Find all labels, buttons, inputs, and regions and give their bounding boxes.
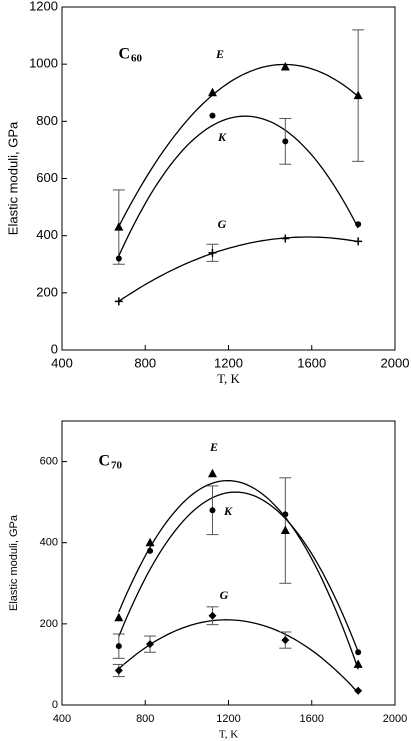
point [209, 112, 216, 119]
point [209, 507, 216, 514]
y-axis-label: Elastic moduli, GPa [8, 514, 20, 611]
fit-curve [118, 619, 359, 694]
point [355, 649, 362, 656]
fit-curve [118, 115, 359, 257]
y-axis-label: Elastic moduli, GPa [5, 121, 20, 235]
point [114, 666, 123, 675]
series-label: K [223, 504, 233, 518]
point [114, 222, 124, 231]
series-label: G [220, 588, 229, 602]
fit-curve [118, 479, 359, 670]
fit-curve [118, 63, 359, 227]
point [281, 234, 290, 243]
point [282, 138, 289, 145]
x-tick-label: 400 [53, 713, 71, 725]
x-tick-label: 2000 [381, 355, 410, 370]
point [207, 87, 217, 97]
point [115, 643, 122, 650]
fit-curve [118, 236, 359, 302]
y-tick-label: 800 [36, 113, 58, 128]
point [282, 511, 289, 518]
y-tick-label: 0 [52, 699, 58, 711]
y-tick-label: 400 [40, 537, 58, 549]
plot-frame [61, 6, 396, 351]
point [114, 297, 123, 306]
point [354, 686, 363, 695]
point [147, 547, 154, 554]
y-tick-label: 600 [40, 455, 58, 467]
x-axis-label: T, K [219, 729, 238, 741]
y-tick-label: 600 [36, 170, 58, 185]
series-label: G [218, 217, 227, 231]
x-tick-label: 400 [51, 355, 73, 370]
x-tick-label: 2000 [383, 713, 407, 725]
chart-title-subscript: 70 [111, 460, 123, 472]
x-tick-label: 800 [136, 713, 154, 725]
point [355, 221, 362, 228]
x-tick-label: 1600 [300, 713, 324, 725]
point [280, 525, 290, 535]
y-tick-label: 1000 [29, 56, 58, 71]
point [207, 468, 217, 478]
x-tick-label: 1200 [216, 713, 240, 725]
y-tick-label: 400 [36, 227, 58, 242]
point [354, 237, 363, 246]
point [208, 248, 217, 257]
point [353, 659, 363, 668]
x-tick-label: 800 [134, 355, 156, 370]
chart-title: C [118, 46, 130, 63]
chart-title: C [98, 453, 110, 470]
point [353, 90, 363, 100]
series-label: K [217, 130, 227, 144]
series-label: E [215, 47, 224, 61]
x-tick-label: 1600 [297, 355, 326, 370]
point [145, 537, 155, 547]
series-label: E [209, 440, 218, 454]
x-tick-label: 1200 [214, 355, 243, 370]
point [146, 640, 155, 649]
chart-title-subscript: 60 [131, 53, 143, 65]
y-tick-label: 200 [40, 618, 58, 630]
point [281, 636, 290, 645]
point [114, 612, 124, 622]
y-tick-label: 200 [36, 284, 58, 299]
point [208, 611, 217, 620]
chart: 0 200 400 600 400 800 1200 1600 2000 T, K Elastic … [8, 420, 407, 741]
point [115, 255, 122, 262]
point [280, 62, 290, 71]
y-tick-label: 1200 [29, 0, 58, 13]
chart: 0 200 400 600 800 1000 1200 400 800 1200 1600 2000 T… [5, 0, 409, 386]
x-axis-label: T, K [217, 371, 240, 386]
fit-curve [118, 491, 359, 653]
y-tick-label: 0 [51, 341, 58, 356]
